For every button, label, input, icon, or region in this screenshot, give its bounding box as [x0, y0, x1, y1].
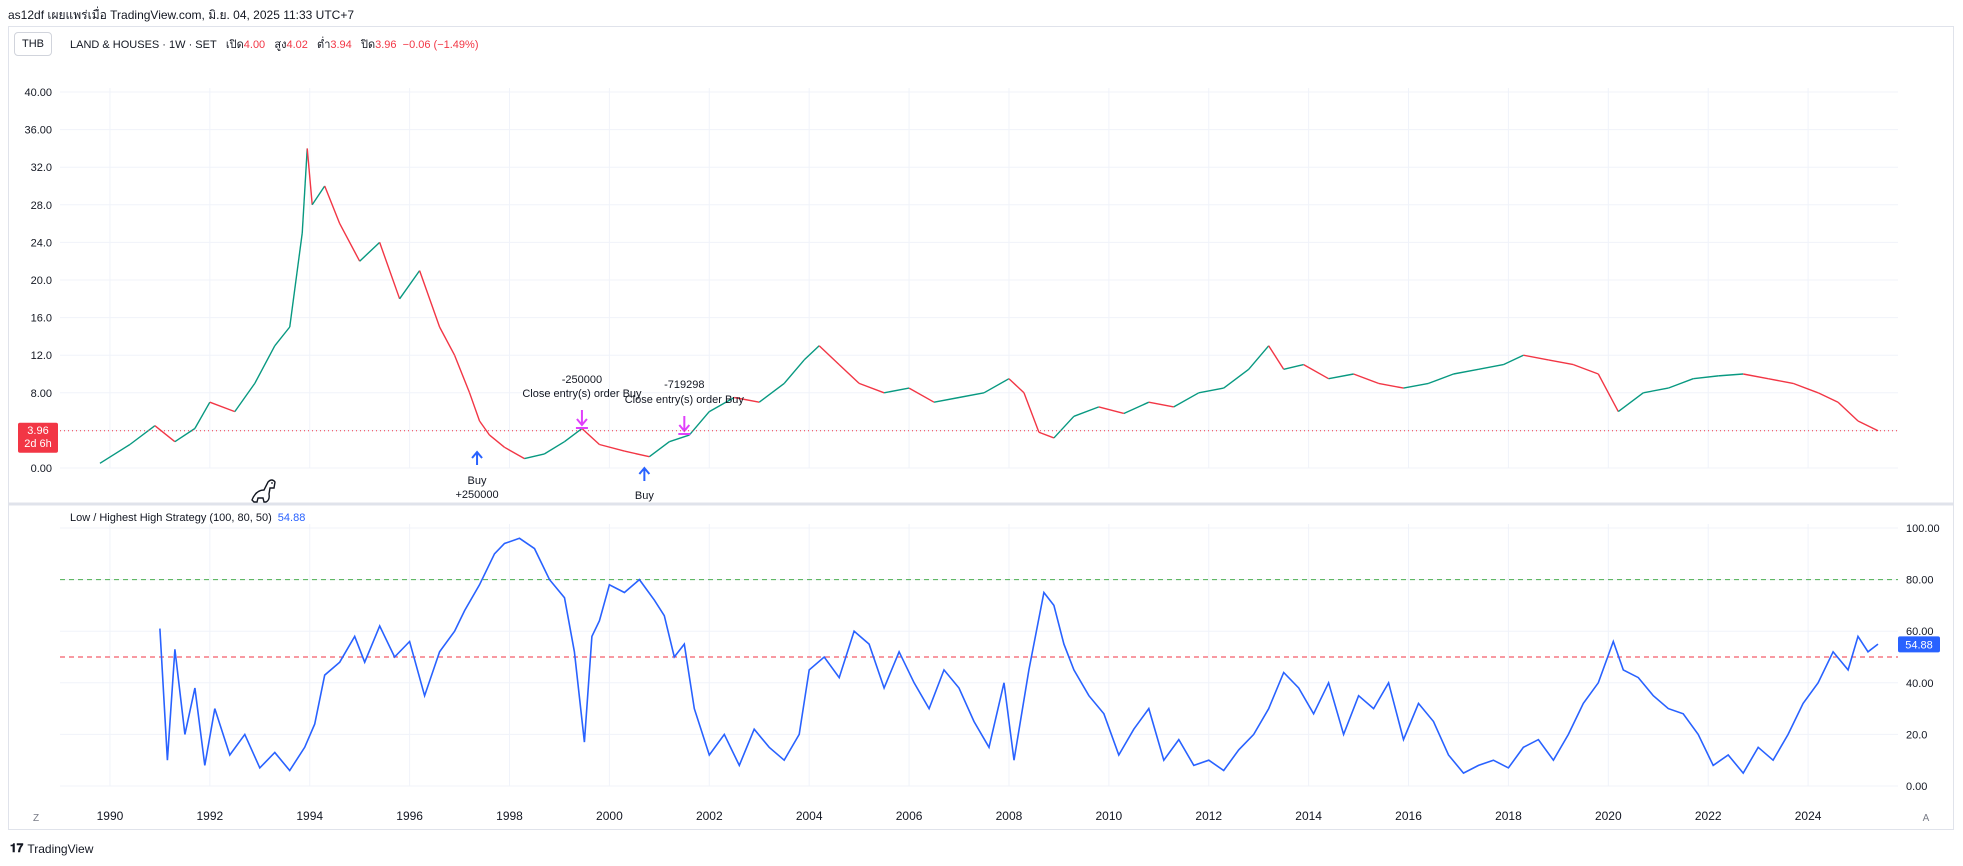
footer-brand[interactable]: 𝟏𝟕 TradingView [10, 841, 93, 856]
high-label: สูง [274, 39, 287, 51]
indicator-legend[interactable]: Low / Highest High Strategy (100, 80, 50… [70, 512, 305, 524]
open-label: เปิด [225, 39, 244, 51]
low-value: 3.94 [330, 39, 352, 51]
auto-scale-button[interactable]: A [1922, 812, 1930, 824]
open-value: 4.00 [243, 39, 266, 51]
currency-button[interactable]: THB [14, 32, 52, 56]
symbol-legend: LAND & HOUSES · 1W · SET เปิด4.00 สูง4.0… [70, 35, 479, 53]
low-label: ต่ำ [317, 39, 331, 51]
publish-attribution: as12df เผยแพร่เมื่อ TradingView.com, มิ.… [8, 8, 355, 22]
symbol-name[interactable]: LAND & HOUSES · 1W · SET [70, 39, 217, 51]
chart-frame [8, 26, 1954, 830]
close-label: ปิด [360, 39, 376, 51]
high-value: 4.02 [286, 39, 308, 51]
change-value: −0.06 (−1.49%) [402, 39, 479, 51]
zoom-reset-button[interactable]: Z [32, 812, 40, 824]
indicator-name[interactable]: Low / Highest High Strategy (100, 80, 50… [70, 512, 272, 524]
tradingview-logo-icon: 𝟏𝟕 [10, 841, 24, 855]
footer-brand-text: TradingView [27, 841, 94, 856]
indicator-legend-value: 54.88 [277, 512, 306, 524]
close-value: 3.96 [375, 39, 397, 51]
